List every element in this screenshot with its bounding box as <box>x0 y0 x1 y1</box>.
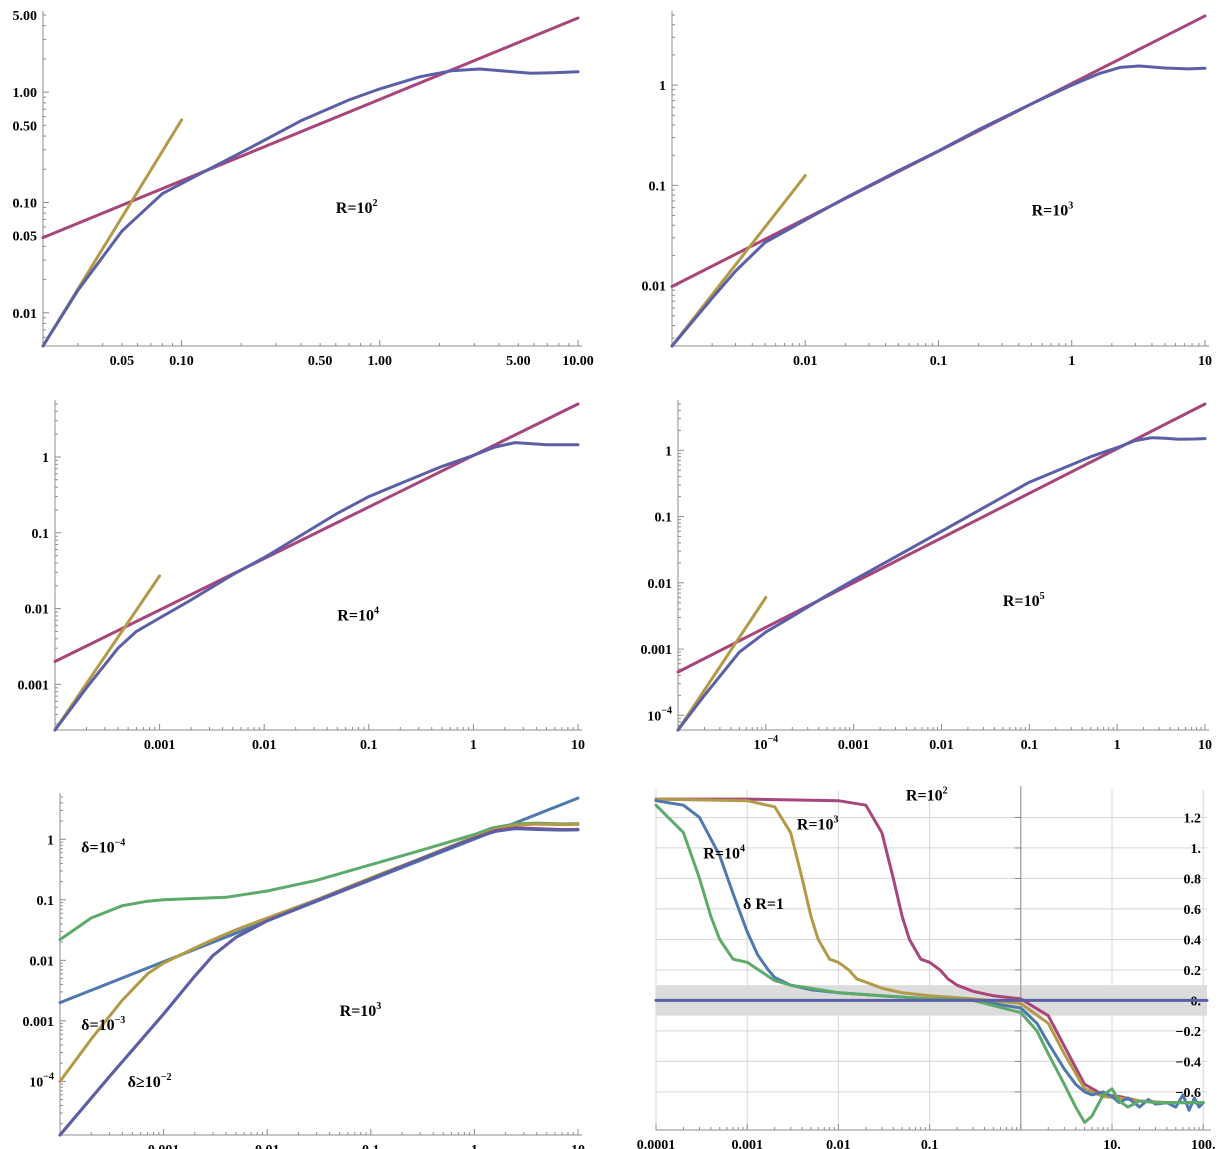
x-tick-label: 1 <box>1114 738 1121 753</box>
x-tick-label: 0.1 <box>360 738 378 753</box>
chart-panel-2: 0.01 0.1 1 10 0.01 0.1 1 R=103 <box>642 11 1212 369</box>
y-tick-label: 1 <box>42 451 49 466</box>
x-tick-label: 100. <box>1191 1138 1216 1149</box>
series-line-purple <box>53 402 580 663</box>
x-tick-label: 0.1 <box>1021 738 1039 753</box>
x-tick-label: 1.00 <box>368 354 393 369</box>
annotation-label: R=104 <box>337 605 379 624</box>
x-tick-label: 0.1 <box>921 1138 939 1149</box>
x-tick-label: 1 <box>1068 354 1075 369</box>
y-tick-label: 0.01 <box>648 577 673 592</box>
x-tick-label: 0.1 <box>362 1143 380 1149</box>
annotation-label: δ≥10−2 <box>128 1072 172 1091</box>
x-tick-label: 10 <box>1198 738 1212 753</box>
x-tick-label: 0.10 <box>169 354 194 369</box>
x-tick-label: 10. <box>1103 1138 1121 1149</box>
y-tick-label: 10−4 <box>647 705 672 724</box>
y-tick-label: 5.00 <box>13 9 38 24</box>
y-tick-label: 0.01 <box>25 603 50 618</box>
chart-panel-5: 0.001 0.01 0.1 1 10 10−4 0.001 0.01 0.1 1 R=103 δ=1… <box>23 793 585 1149</box>
y-tick-label: 0.01 <box>30 954 55 969</box>
annotation-label: δ=10−3 <box>81 1015 125 1034</box>
y-tick-label: 0.01 <box>642 280 667 295</box>
x-tick-label: 0.0001 <box>637 1138 676 1149</box>
y-tick-label: 0.001 <box>641 643 673 658</box>
y-tick-label: 0.6 <box>1184 903 1202 918</box>
x-tick-label: 0.001 <box>731 1138 763 1149</box>
x-tick-label: 0.50 <box>308 354 333 369</box>
x-tick-label: 0.01 <box>255 1143 280 1149</box>
x-tick-label: 0.01 <box>826 1138 851 1149</box>
series-line-blue <box>53 441 580 732</box>
series-line-blue <box>58 827 580 1137</box>
x-tick-label: 5.00 <box>506 354 531 369</box>
x-tick-label: 0.05 <box>110 354 135 369</box>
y-tick-label: 1.00 <box>13 86 38 101</box>
y-tick-label: −0.4 <box>1176 1055 1201 1070</box>
y-tick-label: 0.05 <box>13 230 38 245</box>
annotation-label: R=102 <box>336 198 378 217</box>
series-line-green <box>654 803 1205 1124</box>
series-line-purple <box>41 16 580 240</box>
y-tick-label: 1 <box>659 79 666 94</box>
y-tick-label: 0.001 <box>18 678 50 693</box>
annotation-label: R=103 <box>1032 201 1074 220</box>
x-tick-label: 0.01 <box>793 354 818 369</box>
y-tick-label: 0.1 <box>32 527 50 542</box>
y-tick-label: 10−4 <box>29 1071 54 1090</box>
y-tick-label: 0.1 <box>37 894 55 909</box>
x-tick-label: 0.001 <box>838 738 870 753</box>
annotation-label: R=103 <box>797 815 839 834</box>
annotation-label: R=103 <box>340 1001 382 1020</box>
y-tick-label: 0.2 <box>1184 964 1202 979</box>
y-tick-label: 0.1 <box>655 511 673 526</box>
series-line-gold <box>676 596 768 732</box>
series-line-blue <box>676 436 1207 732</box>
x-tick-label: 10−4 <box>753 734 778 753</box>
y-tick-label: 0. <box>1191 994 1202 1009</box>
annotation-label: R=104 <box>703 844 745 863</box>
y-tick-label: 0.10 <box>13 196 38 211</box>
y-tick-label: 1. <box>1191 842 1202 857</box>
series-line-blue <box>670 64 1207 348</box>
x-tick-label: 10 <box>571 738 585 753</box>
x-tick-label: 0.1 <box>930 354 948 369</box>
x-tick-label: 1 <box>471 1143 478 1149</box>
x-tick-label: 10.00 <box>562 354 594 369</box>
chart-panel-3: 0.001 0.01 0.1 1 10 0.001 0.01 0.1 1 R=104 <box>18 400 585 753</box>
chart-panel-4: 10−4 0.001 0.01 0.1 1 10 10−4 0.001 0.01 0.1 1 R=10… <box>641 400 1212 753</box>
x-tick-label: 10 <box>1198 354 1212 369</box>
y-tick-label: 1 <box>47 833 54 848</box>
x-tick-label: 0.001 <box>144 738 176 753</box>
x-tick-label: 0.01 <box>252 738 277 753</box>
y-tick-label: 0.001 <box>23 1015 55 1030</box>
series-line-blue <box>41 67 580 348</box>
series-line-green <box>58 821 580 942</box>
x-tick-label: 10 <box>571 1143 585 1149</box>
x-tick-label: 0.01 <box>929 738 954 753</box>
y-tick-label: 0.01 <box>13 307 38 322</box>
annotation-label: R=105 <box>1003 591 1045 610</box>
y-tick-label: 0.8 <box>1184 872 1202 887</box>
y-tick-label: 1.2 <box>1184 811 1202 826</box>
y-tick-label: 1 <box>665 444 672 459</box>
y-tick-label: 0.1 <box>649 179 667 194</box>
y-tick-label: 0.4 <box>1184 933 1202 948</box>
chart-panel-6: 0.0001 0.001 0.01 0.1 10. 100.−0.6−0.4−0.20.0… <box>637 786 1216 1149</box>
y-tick-label: 0.50 <box>13 119 38 134</box>
series-line-gold <box>58 822 580 1083</box>
y-tick-label: −0.2 <box>1176 1025 1201 1040</box>
chart-panel-1: 0.05 0.10 0.50 1.00 5.00 10.00 0.01 0.05 0.10 0.5… <box>13 9 594 369</box>
annotation-label: δ=10−4 <box>81 838 125 857</box>
annotation-label: R=102 <box>906 786 948 805</box>
x-tick-label: 1 <box>470 738 477 753</box>
x-tick-label: 0.001 <box>148 1143 180 1149</box>
annotation-label: δ R=1 <box>743 896 784 913</box>
